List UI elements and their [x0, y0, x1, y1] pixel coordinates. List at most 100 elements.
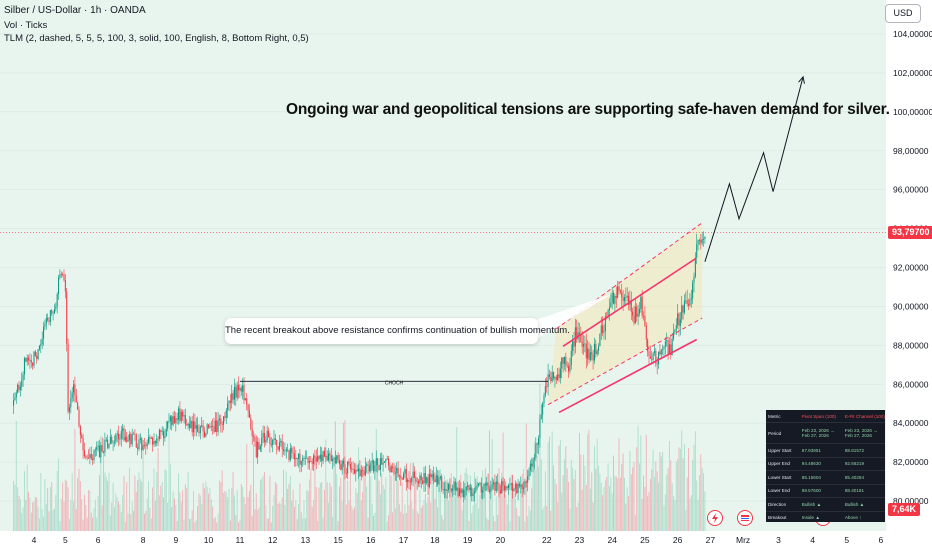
volume-bar — [593, 445, 595, 531]
candle-body — [592, 354, 594, 361]
volume-bar — [694, 431, 696, 531]
volume-bar — [190, 518, 192, 531]
volume-bar — [315, 487, 317, 531]
volume-indicator-label[interactable]: Vol · Ticks — [4, 20, 48, 31]
volume-bar — [348, 500, 350, 531]
candle-body — [439, 476, 441, 478]
candle-body — [438, 477, 440, 485]
symbol-title[interactable]: Silber / US-Dollar · 1h · OANDA — [4, 5, 146, 16]
flash-icon[interactable] — [707, 510, 723, 526]
candle-body — [17, 384, 19, 393]
volume-bar — [433, 470, 435, 531]
table-cell: Bullish ▲ — [801, 501, 822, 507]
candle-body — [78, 409, 80, 427]
volume-bar — [499, 482, 501, 531]
candle-body — [390, 466, 392, 472]
volume-bar — [227, 497, 229, 531]
channel-lower-dashed — [547, 317, 703, 406]
volume-bar — [456, 427, 458, 531]
candle-body — [353, 469, 355, 474]
volume-bar — [626, 487, 628, 531]
candle-body — [209, 426, 211, 428]
candle-body — [566, 365, 568, 367]
candle-body — [292, 452, 294, 454]
volume-bar — [634, 514, 636, 531]
x-tick-label: 17 — [399, 535, 409, 545]
volume-bar — [390, 476, 392, 531]
candle-body — [149, 436, 151, 439]
candle-body — [587, 348, 589, 359]
table-cell: 85.15604 — [801, 474, 821, 480]
volume-bar — [584, 465, 586, 531]
candle-body — [347, 461, 349, 474]
candle-body — [248, 410, 250, 418]
candle-body — [232, 393, 234, 400]
candle-body — [528, 470, 530, 477]
candle-body — [379, 458, 381, 470]
volume-bar — [668, 440, 670, 531]
volume-bar — [533, 441, 535, 531]
candle-body — [520, 484, 522, 487]
volume-bar — [257, 509, 259, 531]
table-row: Breakout Inside ▲ Above ↑ — [766, 512, 885, 525]
candle-body — [674, 329, 676, 333]
tlm-indicator-label[interactable]: TLM (2, dashed, 5, 5, 5, 100, 3, solid, … — [4, 33, 309, 44]
candle-body — [554, 377, 556, 379]
volume-bar — [175, 504, 177, 531]
volume-bar — [38, 518, 40, 531]
volume-bar — [58, 458, 60, 531]
volume-bar — [495, 496, 497, 531]
volume-bars — [13, 383, 706, 531]
candle-body — [494, 482, 496, 491]
candle-body — [58, 277, 60, 295]
candle-body — [585, 343, 587, 359]
volume-bar — [437, 507, 439, 531]
volume-bar — [285, 471, 287, 531]
volume-bar — [276, 484, 278, 531]
volume-bar — [698, 475, 700, 531]
candle-body — [428, 473, 430, 488]
volume-bar — [445, 489, 447, 531]
candle-body — [182, 411, 184, 417]
volume-bar — [111, 502, 113, 531]
volume-bar — [221, 470, 223, 531]
candle-body — [266, 430, 268, 441]
economic-event-icon[interactable] — [737, 510, 753, 526]
candle-body — [690, 298, 692, 300]
volume-bar — [547, 442, 549, 531]
candle-body — [32, 362, 34, 366]
candle-body — [107, 439, 109, 448]
x-tick-label: 20 — [496, 535, 506, 545]
volume-bar — [583, 454, 585, 531]
candle-body — [29, 359, 31, 361]
candle-body — [214, 420, 216, 432]
volume-bar — [420, 507, 422, 531]
channel-fill — [548, 222, 703, 405]
candle-body — [340, 464, 342, 470]
volume-bar — [426, 503, 428, 531]
volume-bar — [94, 499, 96, 531]
candle-body — [667, 340, 669, 355]
candle-body — [343, 460, 345, 465]
volume-bar — [21, 513, 23, 531]
candle-body — [465, 486, 467, 491]
currency-button[interactable]: USD — [885, 4, 921, 23]
candle-body — [643, 315, 645, 317]
volume-bar — [216, 522, 218, 531]
volume-bar — [585, 485, 587, 531]
volume-bar — [360, 500, 362, 531]
volume-bar — [377, 471, 379, 531]
volume-bar — [179, 492, 181, 531]
candle-body — [370, 463, 372, 472]
volume-bar — [690, 495, 692, 531]
candle-body — [503, 485, 505, 491]
candle-body — [416, 480, 418, 482]
candle-body — [514, 483, 516, 489]
y-tick-label: 90,00000 — [893, 301, 929, 311]
volume-bar — [442, 519, 444, 531]
candle-body — [634, 306, 636, 324]
volume-bar — [205, 481, 207, 531]
candle-body — [368, 465, 370, 472]
